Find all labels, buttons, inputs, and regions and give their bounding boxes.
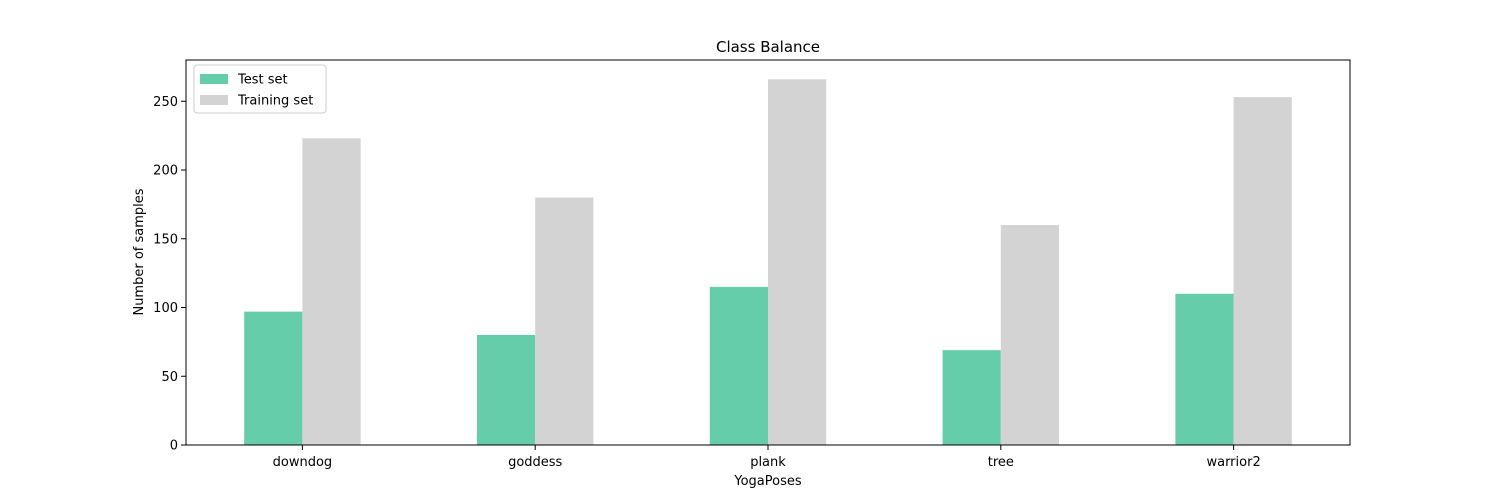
x-axis-label: YogaPoses	[733, 474, 801, 489]
x-tick-label: plank	[750, 455, 786, 470]
x-tick-label: tree	[988, 455, 1014, 470]
y-tick-label: 150	[153, 232, 178, 247]
bar-training-set-warrior2	[1233, 97, 1292, 446]
bar-test-set-goddess	[477, 335, 536, 445]
legend-swatch-training-set	[200, 95, 228, 105]
y-tick-label: 100	[153, 301, 178, 316]
y-tick-label: 0	[170, 439, 178, 454]
y-axis-label: Number of samples	[132, 188, 147, 315]
bar-training-set-tree	[1000, 225, 1059, 445]
plot-frame	[185, 59, 1351, 446]
bar-training-set-downdog	[302, 138, 361, 446]
bar-test-set-downdog	[244, 311, 303, 446]
y-tick-label: 50	[161, 370, 178, 385]
bar-training-set-goddess	[535, 197, 594, 445]
legend: Test set Training set	[193, 64, 327, 114]
chart-title: Class Balance	[716, 38, 820, 56]
bars-layer	[244, 79, 1292, 446]
x-tick-label: warrior2	[1206, 455, 1260, 470]
x-tick-label: downdog	[273, 455, 333, 470]
bar-test-set-tree	[942, 350, 1001, 446]
y-tick-label: 200	[153, 164, 178, 179]
bar-test-set-plank	[709, 286, 768, 446]
bar-training-set-plank	[768, 79, 827, 445]
axes-layer: downdog goddess plank tree warrior2 0 50 100 150…	[153, 59, 1351, 470]
x-tick-label: goddess	[508, 455, 562, 470]
legend-label-test-set: Test set	[237, 73, 288, 88]
legend-label-training-set: Training set	[237, 94, 313, 109]
y-tick-label: 250	[153, 95, 178, 110]
bar-test-set-warrior2	[1175, 293, 1234, 445]
legend-swatch-test-set	[200, 74, 228, 84]
